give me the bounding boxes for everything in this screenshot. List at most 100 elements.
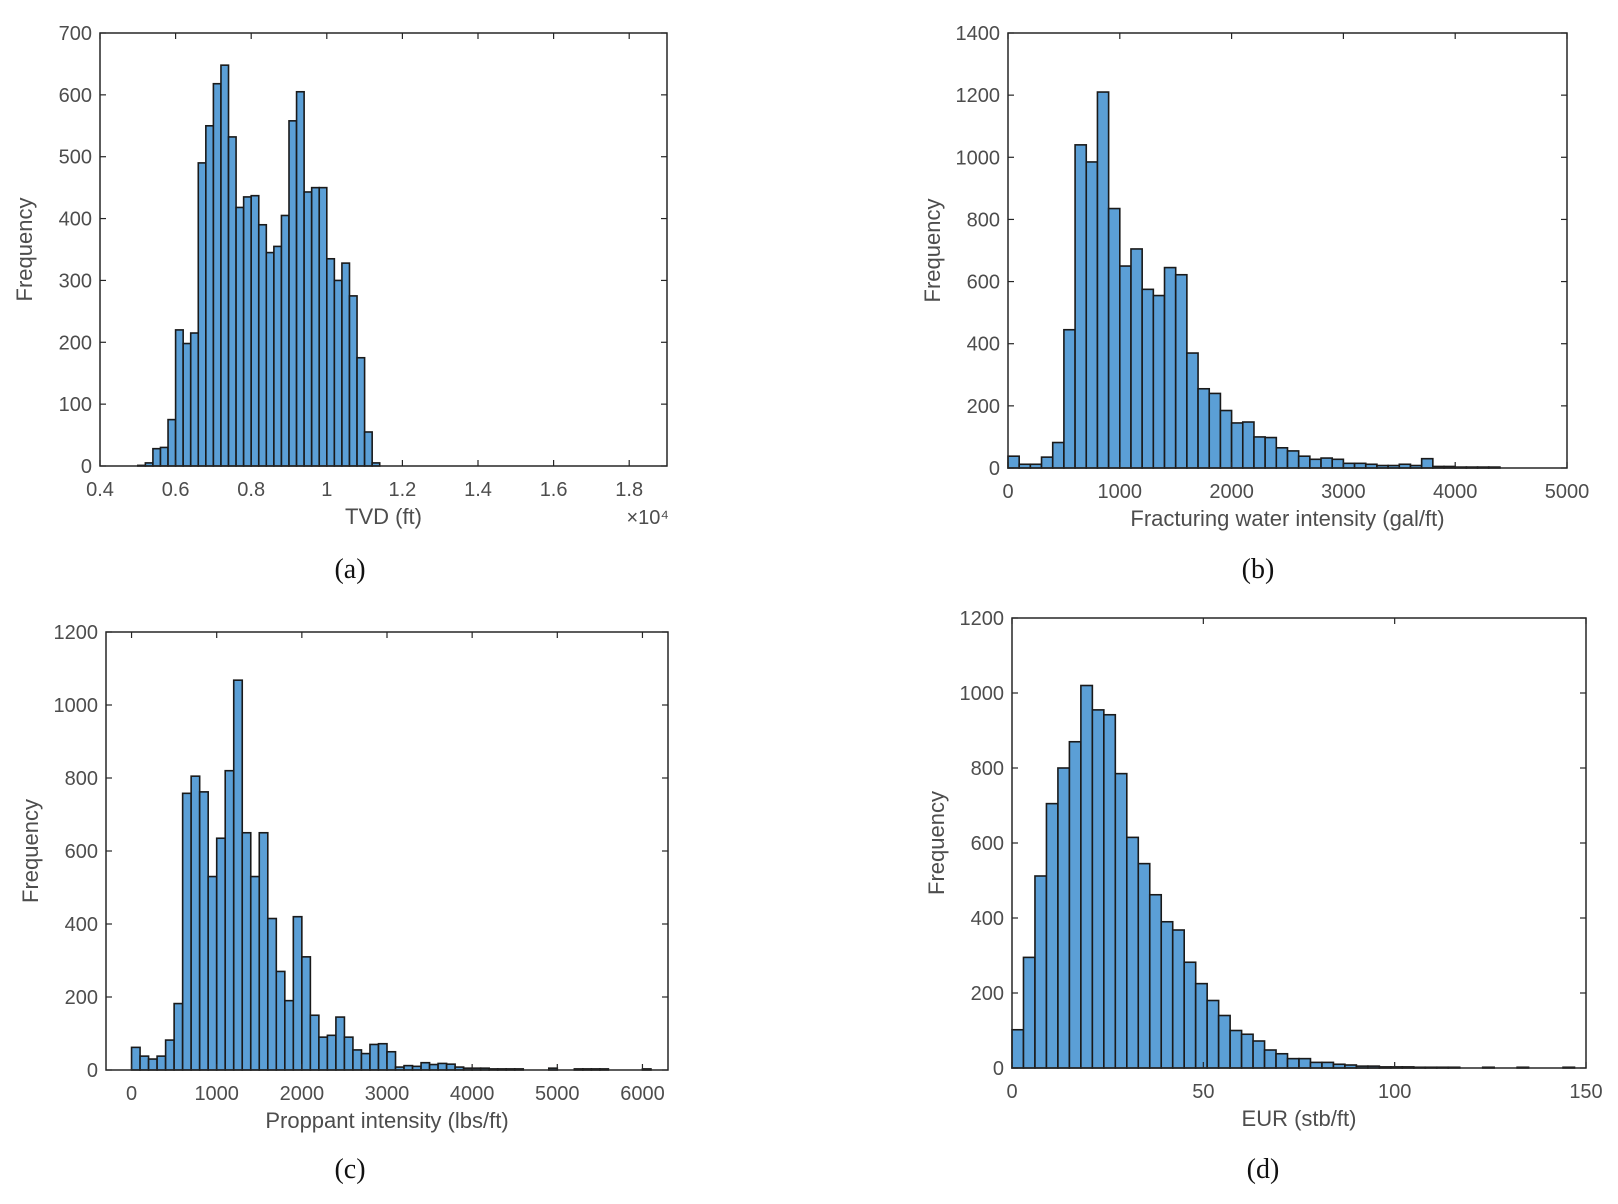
panel-c-bar: [326, 1034, 337, 1071]
panel-d-bar: [1252, 1040, 1266, 1069]
panel-b-bar: [1297, 455, 1311, 469]
panel-d-x-tick-label: 50: [1192, 1081, 1214, 1103]
panel-c-bar: [386, 1050, 397, 1071]
panel-b-y-tick-label: 0: [989, 458, 1000, 480]
panel-a-y-tick-label: 700: [59, 23, 92, 45]
panel-d-x-axis-label: EUR (stb/ft): [1242, 1106, 1357, 1131]
panel-a-y-tick-label: 300: [59, 270, 92, 292]
panel-b-bar: [1275, 446, 1289, 469]
panel-c-bar: [198, 791, 209, 1071]
panel-c-bar: [318, 1036, 329, 1071]
panel-b-y-tick-label: 800: [967, 209, 1000, 231]
panel-b-x-tick-label: 0: [1002, 481, 1013, 503]
panel-a-x-tick-label: 0.4: [86, 479, 114, 501]
panel-a-bar: [265, 251, 275, 467]
panel-b-bar: [1219, 409, 1233, 469]
panel-b-bar: [1107, 207, 1121, 469]
panel-a-ticks: 0.4 0.6 0.8 1 1.2 1.4 1.6 1.8 0 100 200 300 400 500 60…: [59, 23, 667, 501]
panel-b-ticks: 0 1000 2000 3000 4000 5000 0 200 400 600 800 1000 12…: [956, 23, 1590, 503]
panel-d-bar: [1275, 1052, 1289, 1069]
panel-d-bar: [1309, 1061, 1323, 1069]
panel-c-bar: [258, 831, 269, 1071]
panel-c-bar: [352, 1049, 363, 1071]
panel-d-bars: [1011, 684, 1576, 1069]
panel-d-bar: [1194, 982, 1208, 1069]
panel-b-x-tick-label: 3000: [1321, 481, 1366, 503]
panel-a-bar: [348, 295, 358, 467]
panel-c-bar: [147, 1058, 158, 1071]
panel-c-bar: [139, 1055, 150, 1071]
panel-d-bar: [1091, 709, 1105, 1069]
panel-b-bar: [1085, 161, 1099, 469]
panel-c-bar: [275, 970, 286, 1071]
panel-d-ticks: 0 50 100 150 0 200 400 600 800 1000 1200: [960, 608, 1603, 1103]
panel-c-x-tick-label: 4000: [450, 1083, 495, 1105]
panel-a-bar: [356, 356, 366, 467]
panel-d-bar: [1171, 929, 1185, 1069]
panel-c-x-tick-label: 3000: [365, 1083, 410, 1105]
panel-b-bar: [1197, 387, 1211, 469]
panel-c-x-tick-label: 6000: [620, 1083, 665, 1105]
panel-c-bar: [335, 1016, 346, 1071]
panel-a-bar: [182, 342, 192, 467]
panel-b-caption: (b): [1242, 554, 1275, 585]
panel-d-y-tick-label: 0: [993, 1058, 1004, 1080]
panel-d-bar: [1034, 875, 1048, 1069]
panel-b-bar: [1208, 392, 1222, 469]
panel-a-bar: [325, 257, 336, 467]
panel-d-caption: (d): [1247, 1154, 1280, 1185]
panel-d-y-tick-label: 200: [971, 983, 1004, 1005]
panel-c-bar: [164, 1039, 175, 1071]
panel-b-bar: [1096, 91, 1110, 469]
panel-a-x-tick-label: 1.8: [615, 479, 643, 501]
panel-a-y-tick-label: 400: [59, 209, 92, 231]
panel-c-bar: [215, 837, 227, 1071]
panel-d-y-tick-label: 1200: [960, 608, 1005, 630]
panel-d-bar: [1057, 767, 1071, 1069]
panel-c-bar: [156, 1055, 167, 1071]
panel-a-bar: [318, 186, 328, 467]
panel-c-y-tick-label: 1200: [54, 622, 99, 644]
panel-b-bar: [1152, 294, 1166, 469]
panel-d-bar: [1217, 1014, 1231, 1069]
panel-d-bar: [1286, 1057, 1300, 1069]
panel-d-x-tick-label: 150: [1569, 1081, 1602, 1103]
panel-c-caption: (c): [334, 1154, 365, 1185]
panel-c-x-axis-label: Proppant intensity (lbs/ft): [265, 1108, 508, 1133]
panel-b-bar: [1286, 450, 1300, 469]
panel-a-axes-frame: [99, 32, 668, 467]
panel-a-bar: [341, 262, 351, 467]
panel-c-ticks: 0 1000 2000 3000 4000 5000 6000 0 200 400 600 800 10…: [54, 622, 668, 1105]
panel-b-y-tick-label: 200: [967, 396, 1000, 418]
panel-c-bar: [173, 1002, 184, 1071]
panel-a-y-axis-label: Frequency: [12, 198, 37, 302]
panel-a-bar: [288, 120, 298, 467]
panel-d-bar: [1240, 1033, 1254, 1069]
panel-c-y-tick-label: 200: [65, 987, 98, 1009]
panel-b-x-tick-label: 2000: [1209, 481, 1254, 503]
panel-b-bar: [1264, 436, 1278, 469]
panel-c: 0 1000 2000 3000 4000 5000 6000 0 200 400 600 800 10…: [18, 622, 669, 1185]
panel-b-y-tick-label: 400: [967, 334, 1000, 356]
panel-a-x-tick-label: 1.4: [464, 479, 492, 501]
panel-a-y-tick-label: 0: [81, 456, 92, 478]
panel-a-bar: [235, 206, 245, 467]
panel-b-bar: [1230, 422, 1244, 469]
panel-a-bar: [220, 64, 230, 467]
panel-a-bar: [310, 186, 321, 467]
panel-d-x-tick-label: 100: [1378, 1081, 1411, 1103]
panel-c-bar: [207, 875, 218, 1071]
panel-b-y-tick-label: 600: [967, 272, 1000, 294]
panel-a-x-tick-label: 0.6: [162, 479, 190, 501]
panel-b-y-tick-label: 1200: [956, 85, 1001, 107]
panel-b-bar: [1063, 328, 1076, 469]
panel-a-bar: [189, 332, 200, 467]
panel-a-caption: (a): [334, 554, 365, 585]
panel-b-x-tick-label: 4000: [1433, 481, 1478, 503]
panel-a-bar: [273, 245, 283, 467]
panel-b-bar: [1420, 457, 1434, 469]
panel-a-y-tick-label: 500: [59, 147, 92, 169]
panel-d-bar: [1022, 956, 1036, 1069]
panel-a-y-tick-label: 600: [59, 85, 92, 107]
